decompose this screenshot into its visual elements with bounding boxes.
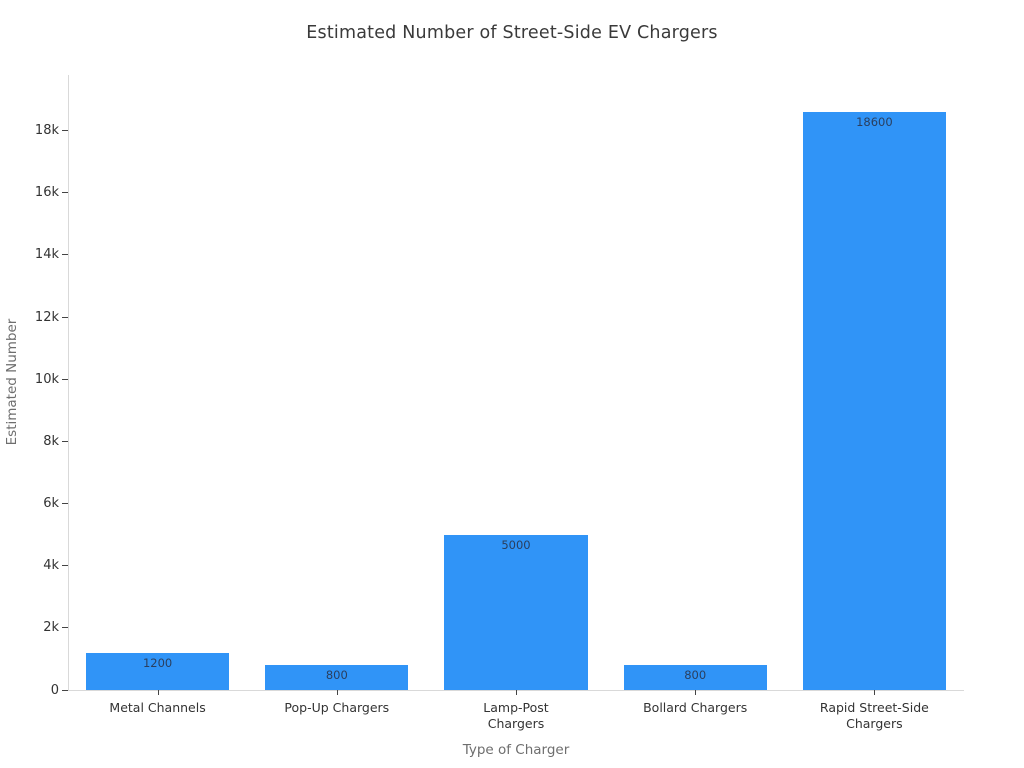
y-tick-label: 16k (34, 185, 59, 201)
bar-value-label: 800 (325, 668, 348, 683)
bar-value-label: 1200 (142, 655, 173, 670)
y-axis-title: Estimated Number (4, 318, 20, 446)
bar (444, 534, 588, 690)
bar (623, 665, 767, 690)
x-tick-mark (874, 690, 876, 695)
bar (802, 111, 947, 690)
x-tick-mark (695, 690, 697, 695)
bar-value-label: 5000 (501, 537, 531, 552)
bar-value-label: 800 (684, 668, 707, 683)
y-tick-label: 12k (34, 309, 59, 325)
y-tick-mark (62, 192, 68, 194)
chart-title: Estimated Number of Street-Side EV Charg… (306, 23, 718, 43)
x-tick-label: Pop-Up Chargers (284, 700, 390, 715)
y-tick-label: 4k (43, 558, 59, 574)
y-tick-mark (62, 627, 68, 629)
y-tick-mark (62, 130, 68, 132)
x-tick-label: Metal Channels (109, 700, 206, 715)
y-tick-label: 0 (50, 682, 59, 698)
y-tick-label: 14k (34, 247, 59, 263)
y-tick-mark (62, 503, 68, 505)
y-axis-line (68, 75, 69, 691)
y-tick-mark (62, 565, 68, 567)
y-tick-label: 18k (34, 123, 59, 139)
y-tick-label: 6k (43, 496, 59, 512)
x-tick-label: Bollard Chargers (643, 700, 748, 715)
bar-value-label: 18600 (856, 114, 893, 129)
bar (85, 652, 230, 690)
y-tick-mark (62, 316, 68, 318)
bar (265, 665, 409, 690)
y-tick-label: 8k (43, 433, 59, 449)
y-tick-mark (62, 689, 68, 691)
y-tick-label: 10k (34, 371, 59, 387)
x-tick-label: Rapid Street-Side Chargers (819, 700, 929, 731)
x-axis-title: Type of Charger (462, 742, 570, 758)
y-tick-mark (62, 254, 68, 256)
x-tick-label: Lamp-Post Chargers (483, 700, 549, 731)
y-tick-mark (62, 378, 68, 380)
x-tick-mark (157, 690, 159, 695)
x-tick-mark (336, 690, 338, 695)
x-tick-mark (516, 690, 517, 695)
y-tick-mark (62, 440, 68, 442)
y-tick-label: 2k (43, 620, 59, 636)
